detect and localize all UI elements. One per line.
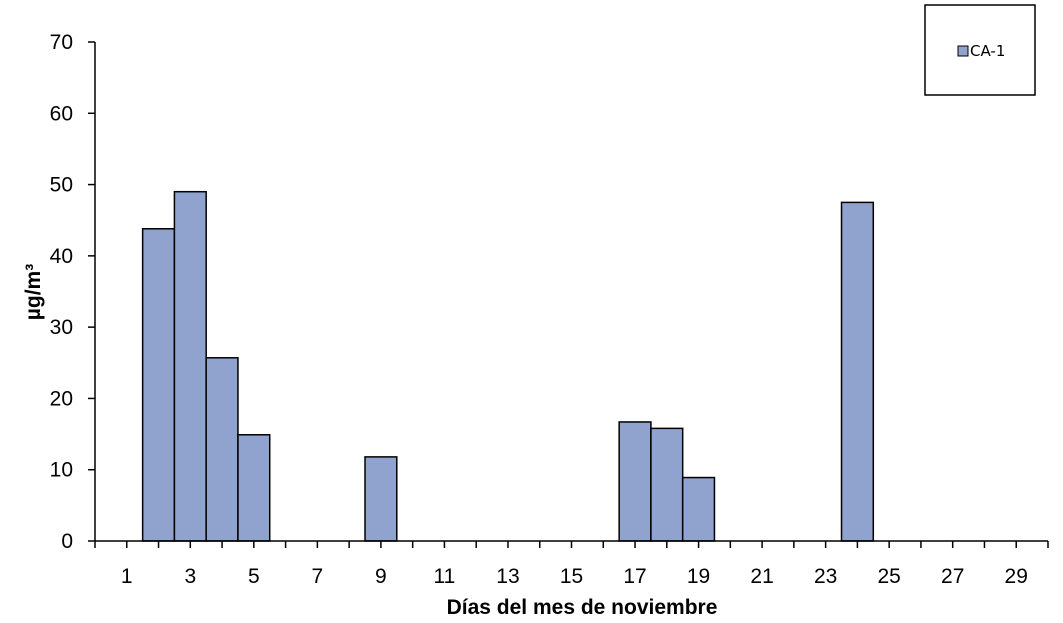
axes-layer [88,41,1049,548]
bar-day-3 [173,190,207,542]
y-tick-label-10: 10 [50,459,73,482]
x-tick-label-19: 19 [687,565,710,588]
x-tick-label-1: 1 [121,565,133,588]
y-tick-label-0: 0 [61,530,73,553]
x-tick-label-17: 17 [623,565,646,588]
bars-layer [141,190,875,542]
bar-day-9 [364,456,398,542]
bar-day-2 [141,228,176,542]
y-tick-label-50: 50 [50,174,73,197]
x-tick-label-15: 15 [560,565,583,588]
y-tick-label-40: 40 [50,245,73,268]
x-tick-label-13: 13 [496,565,519,588]
x-tick-label-5: 5 [248,565,260,588]
x-axis-title: Días del mes de noviembre [447,596,718,619]
x-tick-label-11: 11 [434,565,456,588]
y-tick-label-30: 30 [50,316,73,339]
x-tick-label-7: 7 [312,565,324,588]
legend-box [924,4,1036,96]
y-tick-label-60: 60 [50,102,73,125]
x-tick-label-27: 27 [941,565,964,588]
y-tick-label-70: 70 [50,31,73,54]
legend-swatch [957,45,969,57]
legend-label: CA-1 [970,42,1005,60]
bar-day-19 [681,476,716,542]
x-tick-label-29: 29 [1005,565,1028,588]
x-tick-label-9: 9 [375,565,387,588]
x-tick-label-23: 23 [814,565,837,588]
x-tick-label-25: 25 [877,565,900,588]
y-tick-label-20: 20 [50,387,73,410]
x-tick-label-21: 21 [750,565,773,588]
bar-day-4 [205,357,239,542]
bar-day-17 [618,421,652,542]
x-tick-label-3: 3 [184,565,196,588]
bar-day-24 [840,201,875,542]
bar-day-18 [650,427,684,542]
legend: CA-1 [924,4,1036,96]
bar-day-5 [237,434,271,542]
y-axis-title: µg/m³ [22,264,45,320]
